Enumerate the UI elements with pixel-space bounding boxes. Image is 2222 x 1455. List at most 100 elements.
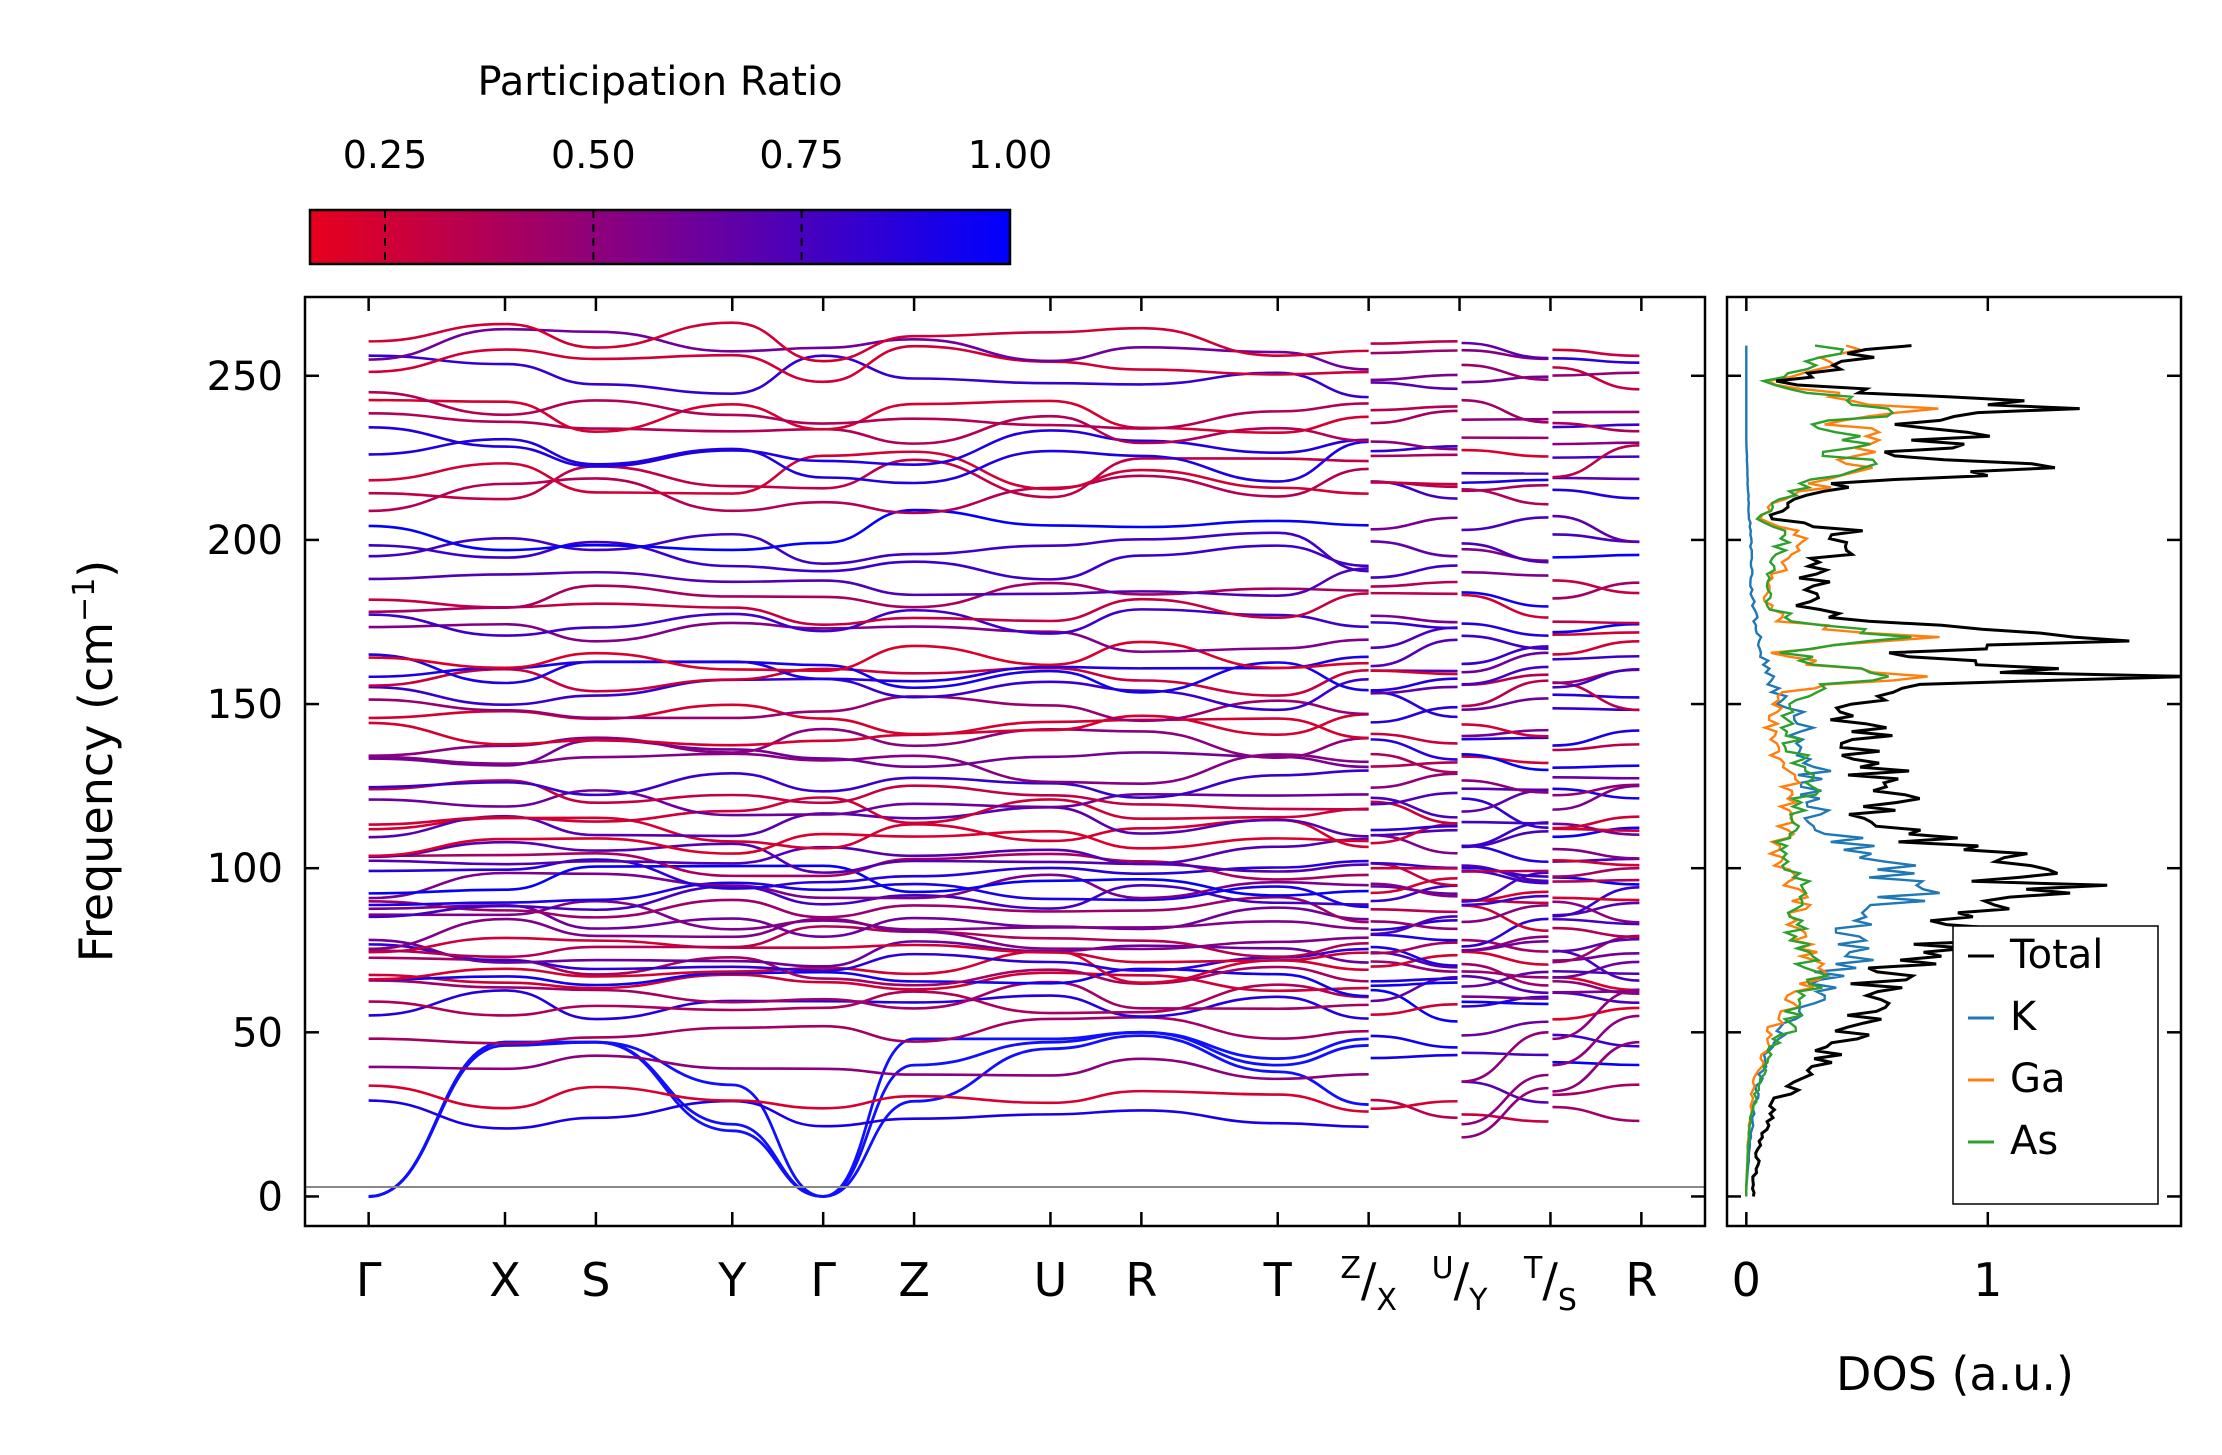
colorbar: Participation Ratio 0.25 0.50 0.75 1.00 bbox=[308, 59, 1052, 266]
optical-branch-segment bbox=[1552, 1105, 1640, 1123]
low-branch-segment bbox=[1552, 988, 1640, 1041]
optical-branch-segment bbox=[1461, 634, 1549, 650]
dos-curve-total bbox=[1750, 344, 2181, 1197]
optical-branch-segment bbox=[1461, 752, 1549, 772]
optical-branch bbox=[368, 881, 1369, 909]
optical-branch bbox=[368, 467, 1369, 515]
optical-branch-segment bbox=[1552, 366, 1640, 391]
optical-branch bbox=[368, 677, 1369, 712]
optical-branch-segment bbox=[1461, 917, 1549, 948]
optical-branch-segment bbox=[1461, 651, 1549, 674]
optical-branch-segment bbox=[1552, 969, 1640, 976]
optical-branch bbox=[368, 956, 1369, 987]
optical-branch-segment bbox=[1461, 970, 1549, 979]
dos-lines bbox=[1745, 344, 2181, 1197]
optical-branch-segment bbox=[1370, 405, 1458, 412]
optical-branch bbox=[368, 979, 1369, 1011]
band-y-axis: 0 50 100 150 200 250 bbox=[207, 354, 1705, 1220]
optical-branch-segment bbox=[1552, 926, 1640, 939]
dos-x-axis-title: DOS (a.u.) bbox=[1836, 1347, 2074, 1401]
k-point-label-combined: Z/X bbox=[1340, 1251, 1397, 1318]
optical-branch bbox=[368, 971, 1369, 993]
optical-branch-segment bbox=[1552, 960, 1640, 979]
optical-branch-segment bbox=[1461, 995, 1549, 1000]
optical-branch-segment bbox=[1461, 417, 1549, 421]
optical-branch-segment bbox=[1461, 974, 1549, 995]
k-point-label: R bbox=[1125, 1253, 1157, 1307]
optical-branch-segment bbox=[1461, 448, 1549, 458]
optical-branch-segment bbox=[1370, 933, 1458, 942]
optical-branch-segment bbox=[1461, 375, 1549, 384]
optical-branch-segment bbox=[1552, 776, 1640, 780]
optical-branch-segment bbox=[1461, 723, 1549, 738]
k-point-label: X bbox=[489, 1253, 521, 1307]
optical-branch bbox=[368, 321, 1369, 363]
band-x-axis: Γ X S Y Γ Z U R T Z/X U/Y T/S R bbox=[356, 297, 1657, 1318]
optical-branch-segment bbox=[1552, 348, 1640, 358]
dos-curve-k bbox=[1745, 345, 1940, 1197]
k-point-label: Γ bbox=[356, 1253, 382, 1307]
k-point-label: Z bbox=[898, 1253, 930, 1307]
optical-branch bbox=[368, 327, 1369, 371]
optical-branch-segment bbox=[1461, 779, 1549, 794]
low-branch-segment bbox=[1552, 1014, 1640, 1067]
optical-branch-segment bbox=[1552, 667, 1640, 689]
optical-branch bbox=[368, 871, 1369, 900]
k-point-label-combined: T/S bbox=[1523, 1251, 1577, 1318]
optical-branch-segment bbox=[1552, 639, 1640, 656]
optical-branch-segment bbox=[1552, 553, 1640, 559]
k-point-label: U bbox=[1034, 1253, 1068, 1307]
optical-branch-segment bbox=[1370, 877, 1458, 895]
colorbar-ticks: 0.25 0.50 0.75 1.00 bbox=[343, 133, 1052, 264]
band-axes-frame bbox=[303, 295, 1707, 1228]
optical-branch-segment bbox=[1552, 859, 1640, 867]
optical-branch bbox=[368, 806, 1369, 839]
optical-branch bbox=[368, 840, 1369, 874]
optical-branch-segment bbox=[1370, 440, 1458, 451]
optical-branch bbox=[368, 653, 1369, 685]
optical-branch-segment bbox=[1552, 743, 1640, 752]
optical-branch bbox=[368, 592, 1369, 626]
optical-branch bbox=[368, 398, 1369, 435]
optical-branch-segment bbox=[1552, 784, 1640, 811]
optical-branch-segment bbox=[1461, 736, 1549, 741]
optical-branch-segment bbox=[1552, 421, 1640, 433]
dos-x-tick-label: 0 bbox=[1732, 1253, 1761, 1307]
optical-branch-segment bbox=[1552, 847, 1640, 860]
optical-branch-segment bbox=[1370, 621, 1458, 630]
optical-branch bbox=[368, 640, 1369, 673]
optical-branch bbox=[368, 1016, 1369, 1045]
optical-branch-segment bbox=[1552, 878, 1640, 883]
optical-branch bbox=[368, 567, 1369, 597]
k-point-label: S bbox=[581, 1253, 610, 1307]
optical-branch-segment bbox=[1461, 697, 1549, 712]
optical-branch-segment bbox=[1461, 728, 1549, 738]
optical-branch-segment bbox=[1461, 871, 1549, 903]
optical-branch bbox=[368, 779, 1369, 811]
optical-branch-segment bbox=[1370, 833, 1458, 855]
optical-branch-segment bbox=[1461, 1020, 1549, 1037]
acoustic-branch bbox=[368, 1034, 1369, 1198]
y-tick-label: 100 bbox=[207, 846, 283, 892]
optical-branch bbox=[368, 508, 1369, 552]
optical-branch-segment bbox=[1461, 1113, 1549, 1123]
optical-branch-segment bbox=[1370, 614, 1458, 624]
optical-branch-segment bbox=[1370, 591, 1458, 596]
dos-curve-as bbox=[1745, 344, 1912, 1197]
optical-branch-segment bbox=[1552, 826, 1640, 839]
optical-branch-segment bbox=[1461, 570, 1549, 577]
optical-branch-segment bbox=[1552, 952, 1640, 962]
optical-branch-segment bbox=[1552, 356, 1640, 364]
optical-branch-segment bbox=[1552, 900, 1640, 924]
optical-branch bbox=[368, 717, 1369, 747]
optical-branch-segment bbox=[1461, 904, 1549, 933]
optical-branch-segment bbox=[1552, 579, 1640, 595]
optical-branch-segment bbox=[1461, 797, 1549, 830]
optical-branch bbox=[368, 858, 1369, 890]
optical-branch-segment bbox=[1552, 787, 1640, 800]
colorbar-tick-label: 0.25 bbox=[343, 133, 428, 177]
optical-branch bbox=[368, 450, 1369, 495]
